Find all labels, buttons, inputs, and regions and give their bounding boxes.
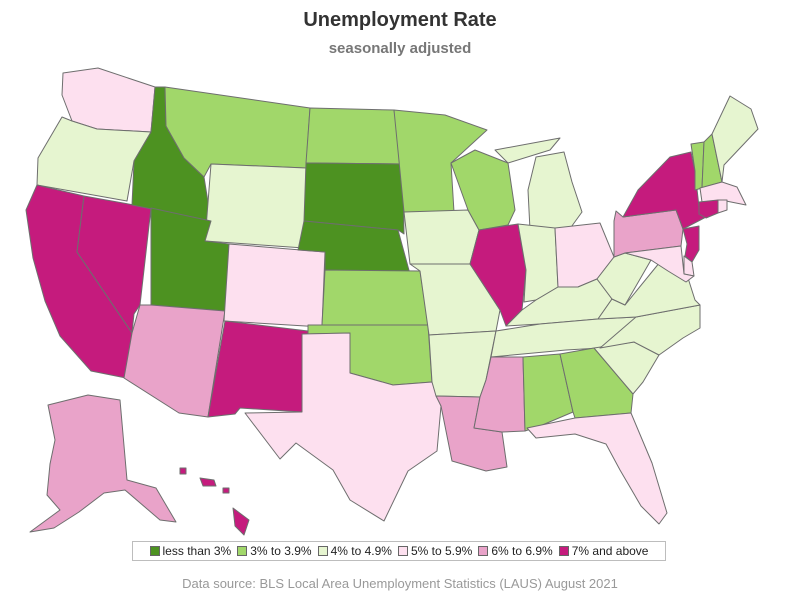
state-new-mexico xyxy=(207,320,309,418)
state-michigan xyxy=(494,137,583,231)
legend-label: less than 3% xyxy=(162,544,232,558)
legend-label: 4% to 4.9% xyxy=(330,544,392,558)
state-rhode-island xyxy=(717,199,728,214)
state-hawaii xyxy=(179,467,250,536)
legend-label: 6% to 6.9% xyxy=(491,544,553,558)
legend-item: 4% to 4.9% xyxy=(317,544,392,558)
legend-item: 7% and above xyxy=(558,544,649,558)
state-wyoming xyxy=(204,163,307,249)
legend-item: 3% to 3.9% xyxy=(237,544,312,558)
legend-label: 5% to 5.9% xyxy=(410,544,473,558)
state-vermont xyxy=(690,141,705,191)
legend-swatch xyxy=(237,546,248,556)
legend-item: 5% to 5.9% xyxy=(397,544,473,558)
legend-swatch xyxy=(478,546,489,556)
state-alaska xyxy=(29,394,177,533)
legend-label: 7% and above xyxy=(571,544,649,558)
legend: less than 3% 3% to 3.9% 4% to 4.9% 5% to 5.… xyxy=(132,541,666,561)
state-kansas xyxy=(321,269,429,326)
state-maine xyxy=(711,95,759,183)
legend-label: 3% to 3.9% xyxy=(250,544,312,558)
state-south-dakota xyxy=(303,162,405,235)
legend-swatch xyxy=(397,546,408,556)
legend-item: 6% to 6.9% xyxy=(478,544,553,558)
states-layer xyxy=(25,67,759,536)
state-maryland xyxy=(624,245,695,283)
legend-swatch xyxy=(317,546,328,556)
map-title: Unemployment Rate xyxy=(303,9,497,31)
state-wisconsin xyxy=(450,149,516,231)
state-north-dakota xyxy=(305,107,404,165)
state-florida xyxy=(526,412,668,525)
state-texas xyxy=(244,332,442,522)
legend-swatch xyxy=(149,546,160,556)
state-arizona xyxy=(123,304,226,418)
state-connecticut xyxy=(698,199,719,219)
data-source-footer: Data source: BLS Local Area Unemployment… xyxy=(182,576,618,591)
legend-item: less than 3% xyxy=(149,544,232,558)
state-alabama xyxy=(522,353,574,432)
legend-swatch xyxy=(558,546,569,556)
state-colorado xyxy=(223,243,326,328)
state-iowa xyxy=(403,209,480,265)
map-subtitle: seasonally adjusted xyxy=(328,40,472,57)
